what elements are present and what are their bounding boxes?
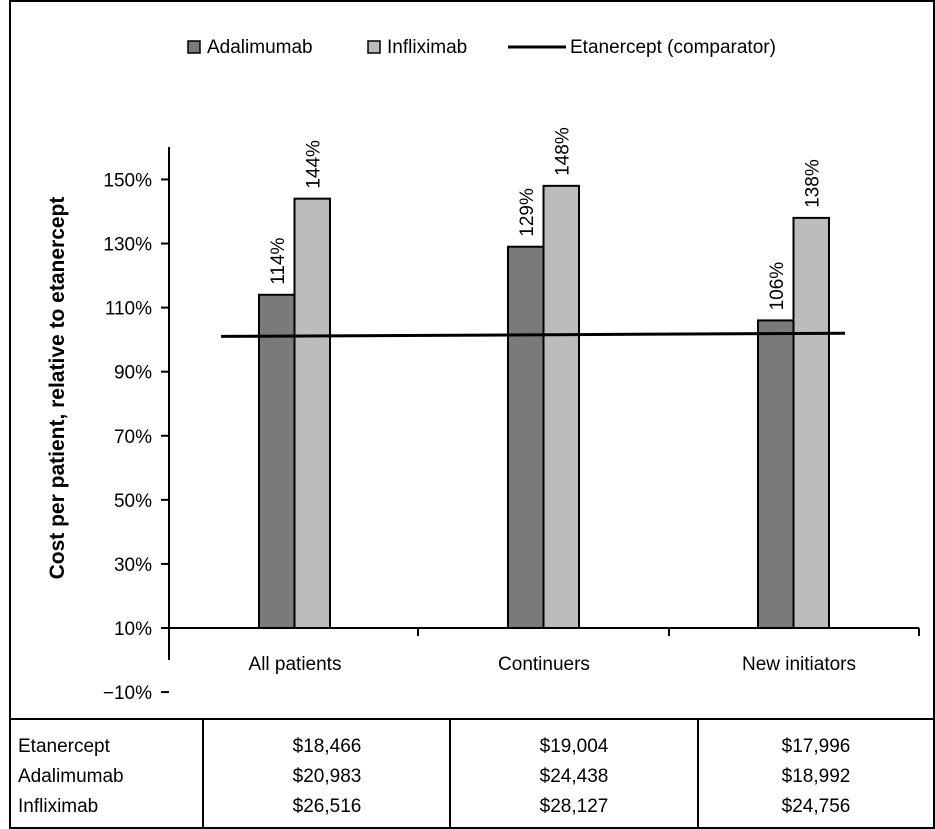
table-row-label: Etanercept: [18, 736, 111, 757]
table-cell: $24,756: [782, 796, 851, 817]
y-axis-title: Cost per patient, relative to etanercept: [46, 197, 69, 580]
chart-border: [9, 0, 935, 829]
legend-swatch-adalimumab: [187, 40, 201, 54]
y-tick-label: 50%: [114, 491, 152, 512]
bar-infliximab-3: [792, 216, 830, 629]
bars: [258, 184, 830, 630]
category-label: New initiators: [742, 654, 856, 675]
bar-infliximab-1: [293, 197, 331, 629]
table-cell: $20,983: [293, 766, 362, 787]
bar-value-label: 106%: [767, 262, 788, 311]
table-row-label: Infliximab: [18, 796, 98, 817]
comparator-line: [220, 331, 846, 338]
table-cell: $28,127: [540, 796, 609, 817]
y-tick-label: 90%: [114, 363, 152, 384]
legend-label-infliximab: Infliximab: [387, 37, 467, 58]
table-cell: $19,004: [540, 736, 609, 757]
y-tick-label: 30%: [114, 555, 152, 576]
bar-labels: 114% 129% 106% 144% 148% 138%: [268, 127, 824, 310]
bar-adalimumab-2: [507, 245, 545, 629]
bar-value-label: 148%: [552, 127, 573, 176]
y-tick-label: 110%: [105, 299, 152, 320]
data-table: Etanercept $18,466 $19,004 $17,996 Adalimuma…: [18, 736, 850, 817]
legend-label-etanercept: Etanercept (comparator): [570, 37, 776, 58]
bar-value-label: 129%: [517, 188, 538, 237]
category-label: All patients: [249, 654, 342, 675]
bar-adalimumab-1: [258, 293, 296, 629]
x-ticks: [168, 628, 920, 636]
bar-adalimumab-3: [757, 319, 795, 629]
legend: Adalimumab Infliximab Etanercept (compar…: [187, 37, 776, 58]
table-cell: $24,438: [540, 766, 609, 787]
table-cell: $17,996: [782, 736, 851, 757]
y-tick-label: 130%: [103, 235, 152, 256]
table-cell: $26,516: [293, 796, 362, 817]
bar-value-label: 114%: [268, 237, 289, 284]
table-row-label: Adalimumab: [18, 766, 124, 787]
legend-swatch-infliximab: [367, 40, 381, 54]
legend-label-adalimumab: Adalimumab: [207, 37, 313, 58]
bar-value-label: 138%: [802, 159, 823, 208]
table-cell: $18,992: [782, 766, 851, 787]
bar-value-label: 144%: [303, 140, 324, 189]
category-label: Continuers: [498, 654, 590, 675]
category-labels: All patients Continuers New initiators: [249, 654, 857, 675]
y-tick-label: −10%: [103, 683, 152, 704]
y-tick-label: 70%: [114, 427, 152, 448]
table-cell: $18,466: [293, 736, 362, 757]
bar-infliximab-2: [542, 184, 580, 630]
y-tick-label: 10%: [114, 619, 152, 640]
y-tick-label: 150%: [103, 170, 152, 191]
y-ticks: 150% 130% 110% 90% 70% 50% 30% 10% −10%: [103, 170, 169, 704]
comparator-line-etanercept: [220, 331, 846, 338]
